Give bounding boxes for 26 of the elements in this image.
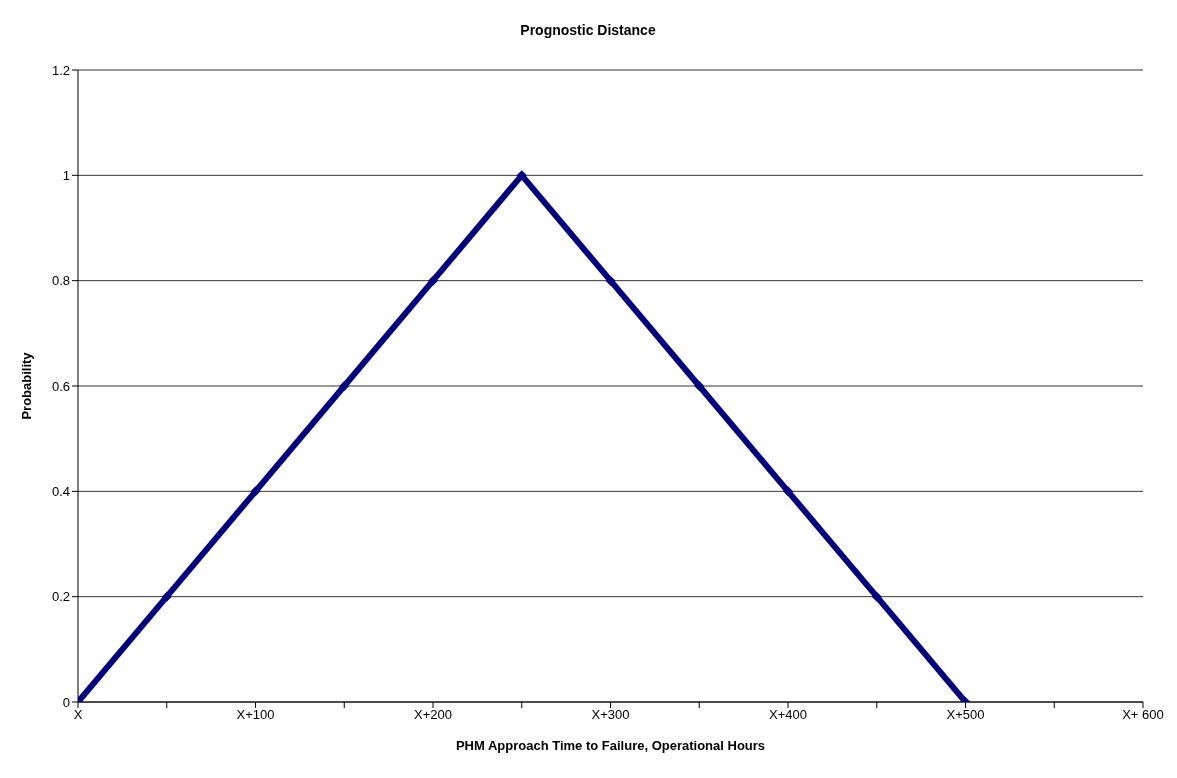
x-tick-label: X+200: [414, 707, 452, 723]
point: [250, 486, 261, 497]
y-tick-label: 0.2: [51, 589, 70, 605]
x-tick-label: X+500: [946, 707, 985, 723]
y-tick-label: 1: [62, 167, 70, 183]
y-tick-label: 0.8: [51, 273, 70, 289]
y-tick-label: 0: [62, 694, 70, 710]
point: [428, 275, 438, 286]
x-tick-label: X+300: [591, 707, 630, 723]
x-tick-label: X: [73, 707, 83, 723]
y-axis-title: Probability: [18, 351, 34, 420]
y-tick-label: 1.2: [51, 62, 70, 78]
point: [871, 591, 882, 602]
x-tick-label: X+400: [769, 707, 807, 723]
point: [605, 275, 616, 286]
x-tick-label: X+100: [236, 707, 275, 723]
y-tick-label: 0.4: [51, 483, 70, 499]
point: [339, 381, 350, 391]
point: [516, 170, 527, 181]
point: [161, 591, 172, 602]
point: [694, 381, 705, 391]
y-tick-label: 0.6: [51, 378, 70, 394]
chart-title: Prognostic Distance: [519, 22, 657, 40]
x-tick-label: X+ 600: [1122, 707, 1164, 723]
x-axis-title: PHM Approach Time to Failure, Operational Hours: [455, 738, 766, 753]
point: [783, 486, 793, 497]
